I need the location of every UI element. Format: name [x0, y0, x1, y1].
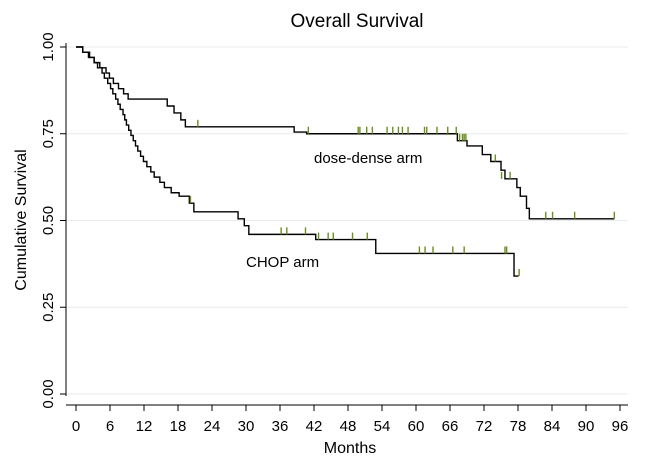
x-tick-label: 18: [170, 418, 187, 435]
series-labels: dose-dense arm CHOP arm: [246, 150, 422, 271]
x-tick-label: 42: [306, 418, 323, 435]
survival-curves: [76, 46, 615, 277]
y-axis-title: Cumulative Survival: [13, 149, 30, 290]
x-tick-label: 54: [374, 418, 391, 435]
y-tick-label: 0.50: [40, 206, 57, 235]
x-tick-label: 96: [612, 418, 629, 435]
survival-curve-dose-dense: [76, 46, 615, 220]
gridlines: [66, 46, 628, 395]
series-label: CHOP arm: [246, 254, 319, 271]
x-tick-label: 0: [72, 418, 80, 435]
x-tick-label: 60: [408, 418, 425, 435]
x-tick-label: 30: [238, 418, 255, 435]
series-label: dose-dense arm: [314, 150, 422, 167]
axes: [65, 43, 628, 406]
x-tick-label: 90: [578, 418, 595, 435]
x-tick-label: 48: [340, 418, 357, 435]
survival-curve-chop: [76, 46, 519, 277]
x-tick-label: 66: [442, 418, 459, 435]
x-tick-label: 6: [106, 418, 114, 435]
y-tick-label: 0.75: [40, 119, 57, 148]
x-tick-label: 12: [136, 418, 153, 435]
x-tick-label: 78: [510, 418, 527, 435]
x-axis-title: Months: [324, 440, 376, 457]
x-tick-label: 84: [544, 418, 561, 435]
censor-marks: [189, 119, 616, 277]
x-tick-label: 72: [476, 418, 493, 435]
y-tick-label: 0.25: [40, 293, 57, 322]
x-tick-label: 36: [272, 418, 289, 435]
y-tick-label: 1.00: [40, 32, 57, 61]
x-tick-label: 24: [204, 418, 221, 435]
chart-title: Overall Survival: [290, 11, 423, 32]
tick-marks: 0.00 0.25 0.50 0.75 1.00 0 6 12 18 24 30 36 42 48 54 60…: [40, 32, 628, 435]
y-tick-label: 0.00: [40, 379, 57, 408]
